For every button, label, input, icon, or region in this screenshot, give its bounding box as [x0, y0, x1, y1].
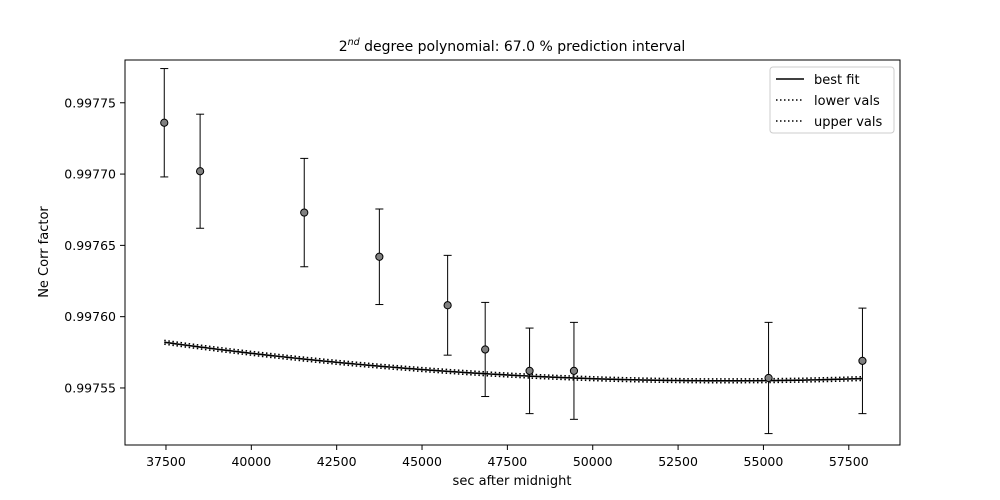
- x-tick-label: 45000: [402, 454, 442, 469]
- series-upper-vals: [164, 339, 863, 380]
- axes-frame: [124, 59, 901, 446]
- plot-area: [124, 59, 901, 446]
- series-best-fit: [164, 341, 863, 382]
- y-axis-label: Ne Corr factor: [37, 206, 52, 298]
- x-tick-label: 37500: [146, 454, 186, 469]
- data-point: [300, 208, 309, 217]
- x-tick-label: 42500: [317, 454, 357, 469]
- y-tick-label: 0.99775: [64, 95, 116, 110]
- legend-label-best-fit: best fit: [814, 73, 860, 88]
- x-tick-label: 50000: [573, 454, 613, 469]
- x-axis-label: sec after midnight: [453, 474, 572, 489]
- y-tick-label: 0.99770: [64, 167, 116, 182]
- x-axis: 37500 40000 42500 45000 47500 50000 52500 55000…: [146, 445, 869, 469]
- x-tick-label: 52500: [658, 454, 698, 469]
- data-point: [375, 252, 384, 261]
- y-axis: 0.99755 0.99760 0.99765 0.99770 0.99775: [64, 95, 125, 395]
- x-tick-label: 40000: [231, 454, 271, 469]
- data-point: [196, 167, 205, 176]
- chart-title: 2nd degree polynomial: 67.0 % prediction…: [339, 37, 686, 55]
- y-tick-label: 0.99755: [64, 380, 116, 395]
- data-point: [481, 345, 490, 354]
- data-point: [569, 366, 579, 375]
- x-tick-label: 55000: [744, 454, 784, 469]
- data-point: [858, 356, 867, 365]
- y-tick-label: 0.99765: [64, 238, 116, 253]
- x-tick-label: 47500: [487, 454, 527, 469]
- y-tick-label: 0.99760: [64, 309, 116, 324]
- legend-box: [769, 66, 895, 134]
- data-point: [443, 301, 452, 310]
- legend-label-lower-vals: lower vals: [814, 94, 880, 109]
- data-point: [764, 373, 773, 383]
- legend: best fit lower vals upper vals: [769, 66, 895, 134]
- x-tick-label: 57500: [829, 454, 869, 469]
- data-point: [525, 366, 534, 375]
- data-point: [160, 118, 169, 127]
- legend-label-upper-vals: upper vals: [814, 115, 882, 130]
- series-lower-vals: [164, 343, 863, 384]
